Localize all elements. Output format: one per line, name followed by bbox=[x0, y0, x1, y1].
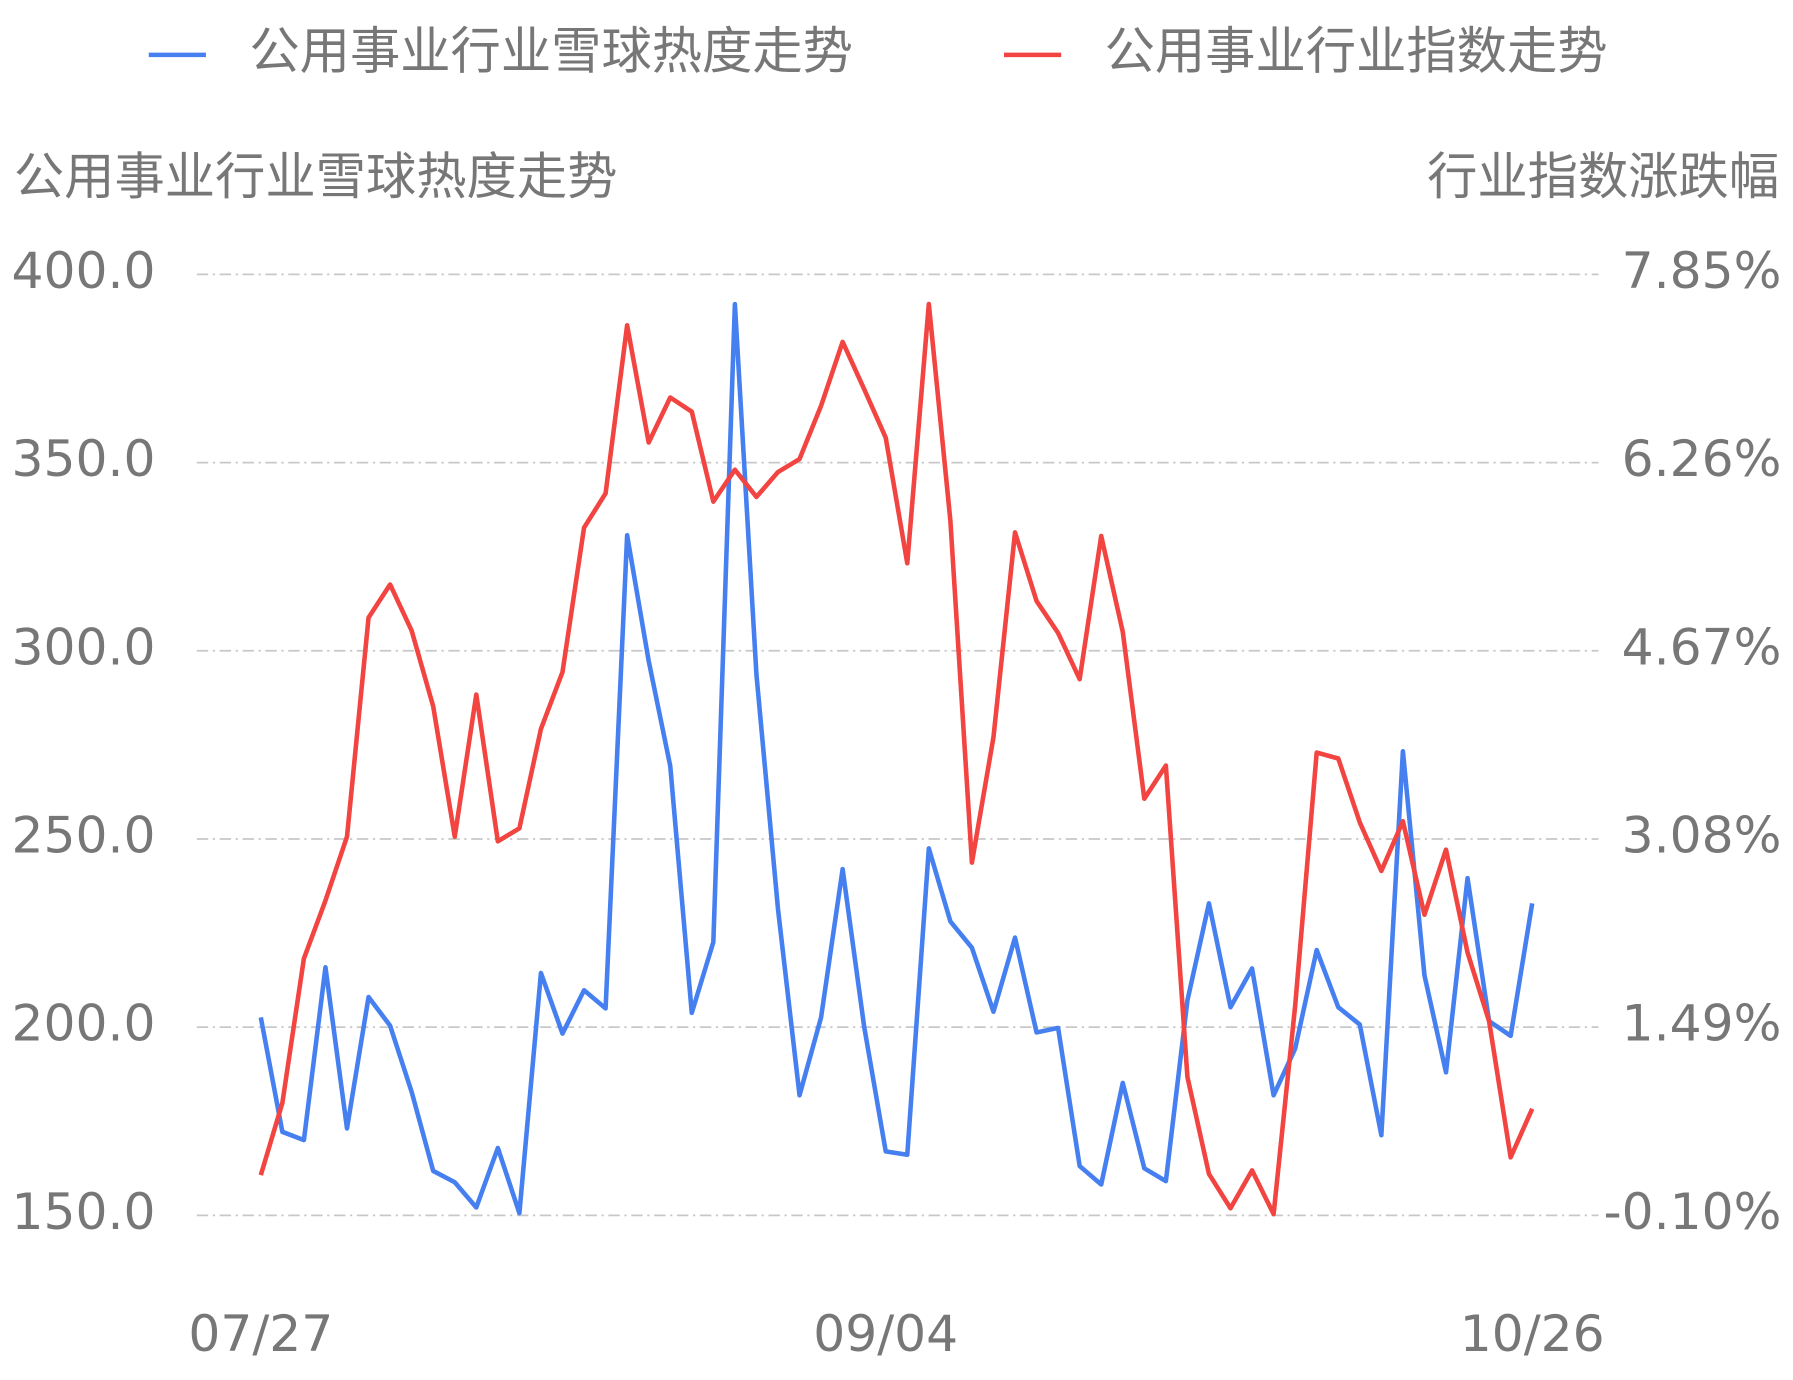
series-line bbox=[258, 301, 1535, 1217]
y2-tick-label: 6.26% bbox=[1622, 429, 1782, 488]
y-tick-label: 350.0 bbox=[12, 429, 156, 488]
y2-tick-label: 3.08% bbox=[1622, 805, 1782, 864]
x-tick-label: 10/26 bbox=[1460, 1304, 1605, 1363]
x-tick-label: 07/27 bbox=[188, 1304, 333, 1363]
y2-tick-label: 1.49% bbox=[1622, 994, 1782, 1053]
legend-label: 公用事业行业指数走势 bbox=[1105, 21, 1608, 80]
x-tick-label: 09/04 bbox=[813, 1304, 958, 1363]
y-tick-label: 150.0 bbox=[12, 1182, 156, 1241]
y2-tick-label: 7.85% bbox=[1622, 241, 1782, 300]
y2-tick-label: 4.67% bbox=[1622, 617, 1782, 676]
y-axis-title: 公用事业行业雪球热度走势 bbox=[14, 147, 618, 206]
y2-axis-title: 行业指数涨跌幅 bbox=[1427, 147, 1779, 206]
y-tick-label: 200.0 bbox=[12, 994, 156, 1053]
y-tick-label: 300.0 bbox=[12, 617, 156, 676]
legend-label: 公用事业行业雪球热度走势 bbox=[249, 21, 853, 80]
y-tick-label: 400.0 bbox=[12, 241, 156, 300]
series-line bbox=[258, 301, 1535, 1216]
y2-tick-label: -0.10% bbox=[1604, 1182, 1782, 1241]
y-tick-label: 250.0 bbox=[12, 805, 156, 864]
